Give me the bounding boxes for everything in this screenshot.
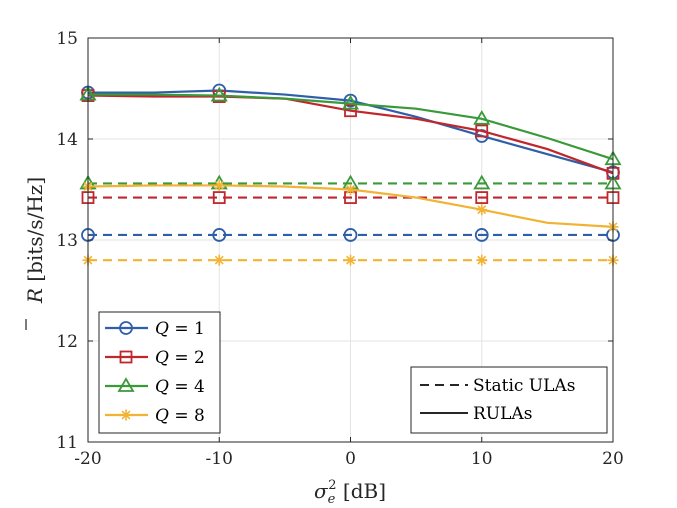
data-point-Q8-dashed	[476, 254, 488, 266]
data-point-Q2-solid	[344, 104, 357, 118]
x-axis-label-unit: [dB]	[337, 479, 386, 503]
legend-label-value: = 4	[169, 377, 205, 397]
legend-swatch-marker	[117, 377, 135, 392]
y-tick-label: 15	[56, 29, 78, 49]
legend-label-value: = 2	[169, 348, 205, 368]
legend-swatch-marker	[119, 350, 133, 364]
y-tick-label: 14	[56, 130, 78, 150]
legend-label-symbol: Q	[155, 319, 169, 339]
y-tick-label: 12	[56, 332, 78, 352]
data-point-Q4-solid	[341, 94, 360, 110]
series-line-Q4-solid	[88, 93, 614, 161]
data-point-Q8-dashed	[345, 254, 356, 266]
legend-label-symbol: Q	[155, 348, 169, 368]
x-tick-label: -20	[74, 449, 101, 469]
legend-item-Q2: Q = 2	[105, 348, 205, 368]
data-point-Q2-dashed	[475, 191, 489, 204]
legend-series-box	[98, 311, 221, 434]
legend-label-symbol: Q	[155, 406, 169, 426]
legend-style-label: RULAs	[473, 404, 532, 424]
series-line-Q2-solid	[87, 94, 614, 175]
data-point-Q2-solid	[475, 124, 489, 138]
y-axis-label-unit: [bits/s/Hz]	[23, 177, 47, 288]
y-axis-label-symbol: R	[23, 288, 47, 304]
legend-swatch-marker	[119, 321, 133, 335]
data-point-Q4-solid	[210, 86, 228, 102]
legend-label: Q = 8	[155, 406, 205, 426]
legend-swatch-marker	[120, 409, 132, 421]
x-axis-label-subscript: e	[328, 492, 336, 507]
y-tick-label: 11	[56, 433, 78, 453]
legend-item-Q8: Q = 8	[105, 406, 205, 426]
x-axis-label-superscript: 2	[328, 478, 336, 493]
legend-label: Q = 1	[155, 319, 205, 339]
data-point-Q8-solid	[213, 179, 225, 191]
legend-label: Q = 4	[155, 377, 205, 397]
legend-label-value: = 1	[169, 319, 205, 339]
legend-styles-box	[410, 366, 608, 434]
x-axis-label-symbol: σ	[314, 479, 329, 503]
data-point-Q4-dashed	[473, 174, 491, 190]
x-tick-label: 10	[471, 449, 493, 469]
legend-label-value: = 8	[169, 406, 205, 426]
legend-item-Q4: Q = 4	[105, 377, 205, 397]
legend-style-dashed: Static ULAs	[420, 376, 575, 396]
x-tick-label: -10	[206, 449, 233, 469]
legend-series: Q = 1Q = 2Q = 4Q = 8	[98, 311, 221, 434]
data-point-Q8-dashed	[213, 254, 225, 266]
data-point-Q2-dashed	[212, 191, 226, 204]
data-point-Q1-solid	[343, 93, 358, 108]
data-point-Q8-solid	[345, 184, 356, 195]
data-point-Q4-solid	[473, 110, 491, 125]
series-layer	[79, 83, 622, 266]
legend-item-Q1: Q = 1	[105, 319, 205, 339]
legend-label: Q = 2	[155, 348, 205, 368]
legend-style-label: Static ULAs	[473, 376, 575, 396]
ticks: -20 -10 0 10 20 11 12 13 14 15	[56, 29, 623, 469]
x-tick-label: 20	[602, 449, 624, 469]
legend-style-solid: RULAs	[420, 404, 532, 424]
y-axis-label-group: R [bits/s/Hz]	[23, 177, 47, 330]
x-tick-label: 0	[345, 449, 356, 469]
data-point-Q1-dashed	[343, 228, 358, 242]
data-point-Q1-dashed	[212, 228, 227, 242]
data-point-Q1-dashed	[474, 228, 489, 242]
legend-label-symbol: Q	[155, 377, 169, 397]
legend-styles: Static ULAs RULAs	[410, 366, 608, 434]
data-point-Q8-solid	[476, 204, 488, 216]
x-axis-label: σe2 [dB]	[314, 478, 386, 507]
y-tick-label: 13	[56, 231, 78, 251]
series-line-Q1-solid	[88, 89, 614, 174]
y-axis-label: R [bits/s/Hz]	[23, 177, 47, 304]
